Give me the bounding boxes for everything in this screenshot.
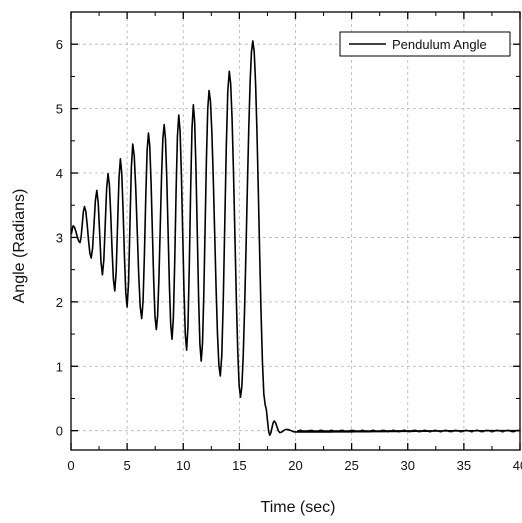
y-tick-label: 3 (56, 230, 63, 245)
x-tick-label: 15 (232, 458, 246, 473)
x-tick-label: 25 (344, 458, 358, 473)
x-tick-label: 5 (124, 458, 131, 473)
y-axis-title: Angle (Radians) (11, 189, 28, 304)
legend: Pendulum Angle (339, 31, 511, 57)
x-tick-label: 0 (67, 458, 74, 473)
y-tick-label: 6 (56, 37, 63, 52)
x-tick-label: 40 (513, 458, 522, 473)
y-tick-label: 5 (56, 102, 63, 117)
y-tick-label: 4 (56, 166, 63, 181)
grid-lines (70, 12, 521, 450)
legend-label: Pendulum Angle (392, 37, 487, 52)
x-tick-label: 20 (288, 458, 302, 473)
series-line-pendulum-angle (70, 40, 521, 436)
y-tick-label: 1 (56, 359, 63, 374)
x-axis-title: Time (sec) (261, 499, 336, 516)
x-tick-label: 10 (176, 458, 190, 473)
y-tick-labels: 0 1 2 3 4 5 6 (56, 37, 63, 438)
x-tick-label: 30 (401, 458, 415, 473)
x-tick-label: 35 (457, 458, 471, 473)
x-tick-labels: 0 5 10 15 20 25 30 35 40 (67, 458, 522, 473)
y-tick-label: 0 (56, 424, 63, 439)
y-tick-label: 2 (56, 295, 63, 310)
